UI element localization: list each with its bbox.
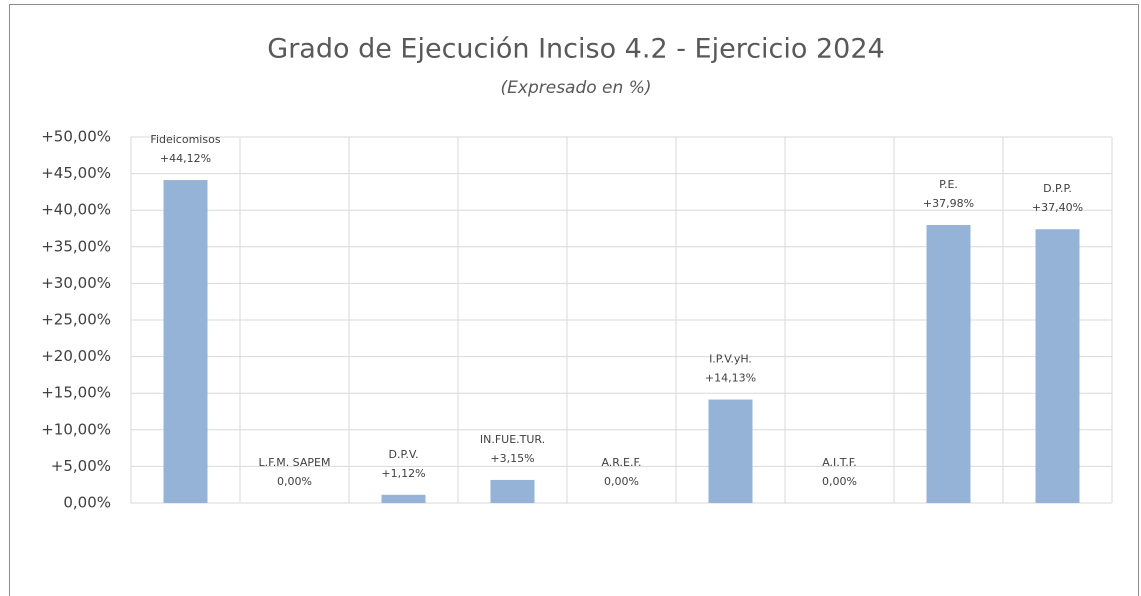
data-label-category: L.F.M. SAPEM	[259, 456, 331, 469]
data-label: +3,15%	[490, 452, 534, 465]
data-label-category: D.P.V.	[389, 448, 419, 461]
data-label: +37,40%	[1032, 201, 1083, 214]
data-label: +44,12%	[160, 152, 211, 165]
data-label: 0,00%	[277, 475, 312, 488]
data-label: 0,00%	[822, 475, 857, 488]
data-label-category: D.P.P.	[1043, 182, 1072, 195]
data-label-category: I.P.V.yH.	[709, 353, 752, 366]
y-tick-label: +35,00%	[41, 237, 111, 255]
y-tick-label: 0,00%	[63, 494, 111, 512]
data-label-category: P.E.	[939, 178, 958, 191]
chart-title: Grado de Ejecución Inciso 4.2 - Ejercici…	[267, 34, 884, 65]
y-tick-label: +25,00%	[41, 311, 111, 329]
bar	[708, 399, 753, 503]
bar	[490, 479, 535, 503]
data-label: +1,12%	[381, 467, 425, 480]
y-tick-label: +50,00%	[41, 128, 111, 146]
data-label-category: A.I.T.F.	[822, 456, 857, 469]
y-tick-label: +45,00%	[41, 164, 111, 182]
y-tick-label: +20,00%	[41, 347, 111, 365]
data-label-category: A.R.E.F.	[601, 456, 641, 469]
bar	[381, 494, 426, 503]
data-label-category: Fideicomisos	[150, 133, 220, 146]
y-tick-label: +10,00%	[41, 420, 111, 438]
y-tick-label: +15,00%	[41, 384, 111, 402]
chart-subtitle: (Expresado en %)	[501, 78, 652, 98]
y-tick-label: +40,00%	[41, 201, 111, 219]
bar	[926, 224, 971, 504]
data-label: 0,00%	[604, 475, 639, 488]
data-label: +14,13%	[705, 372, 756, 385]
bar	[163, 180, 208, 503]
data-label-category: IN.FUE.TUR.	[480, 433, 545, 446]
y-tick-label: +30,00%	[41, 274, 111, 292]
bar	[1035, 229, 1080, 503]
data-label: +37,98%	[923, 197, 974, 210]
y-tick-label: +5,00%	[51, 457, 111, 475]
